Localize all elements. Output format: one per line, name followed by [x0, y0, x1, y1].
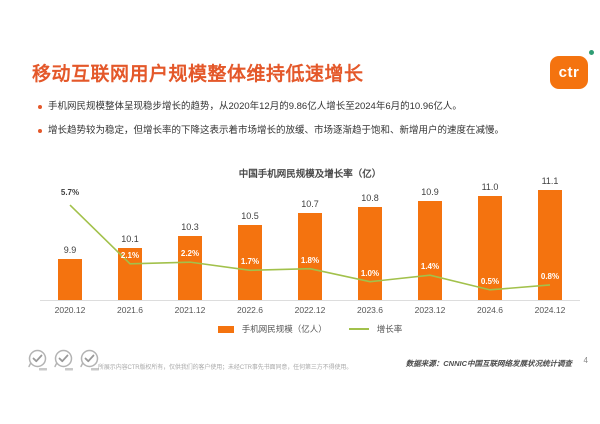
growth-rate-line: [69, 204, 551, 291]
bar-value-label: 9.9: [63, 245, 77, 256]
mobile-netizen-chart: 中国手机网民规模及增长率（亿） 9.9 2020.12 10.1 2021.6 10.3…: [40, 160, 580, 350]
bar-value-label: 11.1: [541, 175, 559, 186]
bar-2020.12: [58, 259, 82, 300]
bullet-dot-icon: [38, 105, 42, 109]
ctr-logo: ctr: [550, 56, 588, 89]
legend-line-swatch-icon: [348, 328, 369, 330]
bullet-dot-icon: [38, 128, 42, 133]
bar-2022.6: [238, 224, 262, 300]
growth-rate-label: 2.1%: [120, 250, 140, 260]
x-axis-label: 2024.12: [534, 305, 566, 315]
bar-value-label: 11.0: [481, 181, 499, 192]
growth-rate-label: 1.4%: [420, 262, 440, 272]
copyright-disclaimer: 所展示内容CTR版权所有，仅供我们的客户使用；未经CTR事先书面同意，任何第三方…: [98, 365, 353, 371]
ctr-logo-dot-icon: [589, 50, 594, 55]
bar-2024.6: [478, 195, 502, 300]
bar-value-label: 10.5: [241, 210, 259, 221]
bar-value-label: 10.7: [301, 199, 319, 209]
x-axis-label: 2020.12: [54, 305, 86, 315]
growth-rate-label: 0.8%: [540, 271, 560, 281]
bar-value-label: 10.8: [361, 193, 379, 204]
bar-value-label: 10.1: [121, 233, 139, 244]
chart-title: 中国手机网民规模及增长率（亿）: [238, 169, 382, 180]
bar-2022.12: [298, 213, 322, 300]
certification-stamp-icon: [79, 349, 101, 378]
legend-line-label: 增长率: [376, 324, 403, 334]
legend-bar-label: 手机网民规模（亿人）: [241, 324, 327, 334]
certification-stamp-icon: [27, 349, 49, 378]
bullet-list: 手机网民规模整体呈现稳步增长的趋势，从2020年12月的9.86亿人增长至202…: [38, 101, 578, 150]
legend-bar-swatch-icon: [217, 325, 234, 333]
growth-rate-label: 0.5%: [480, 276, 500, 286]
x-axis-label: 2021.12: [174, 305, 206, 315]
growth-rate-label: 1.7%: [240, 257, 260, 267]
x-axis-line: [40, 300, 580, 301]
x-axis-label: 2023.12: [414, 305, 446, 315]
bar-value-label: 10.9: [421, 187, 439, 198]
x-axis-label: 2021.6: [117, 305, 143, 315]
growth-rate-label: 5.7%: [60, 188, 80, 198]
bullet-item: 手机网民规模整体呈现稳步增长的趋势，从2020年12月的9.86亿人增长至202…: [38, 101, 578, 113]
ctr-logo-text: ctr: [558, 64, 580, 81]
x-axis-label: 2022.6: [237, 305, 263, 315]
page-title: 移动互联网用户规模整体维持低速增长: [32, 64, 364, 85]
bullet-item: 增长趋势较为稳定，但增长率的下降这表示着市场增长的放缓、市场逐渐趋于饱和、新增用…: [38, 124, 578, 137]
x-axis-label: 2023.6: [357, 305, 383, 315]
growth-rate-label: 1.8%: [300, 255, 320, 265]
certification-stamp-icon: [53, 349, 75, 378]
certification-icons: [27, 349, 101, 378]
chart-legend: 手机网民规模（亿人） 增长率: [40, 323, 580, 335]
bar-2023.12: [418, 201, 442, 300]
bar-value-label: 10.3: [181, 222, 199, 233]
growth-rate-label: 1.0%: [360, 268, 380, 278]
x-axis-label: 2022.12: [294, 305, 326, 315]
growth-rate-label: 2.2%: [180, 249, 200, 259]
chart-plot-area: 9.9 2020.12 10.1 2021.6 10.3 2021.12 10.5 2022.…: [40, 160, 580, 320]
bullet-text: 增长趋势较为稳定，但增长率的下降这表示着市场增长的放缓、市场逐渐趋于饱和、新增用…: [48, 124, 505, 136]
page-number: 4: [583, 356, 588, 365]
bar-2023.6: [358, 207, 382, 300]
data-source: 数据来源：CNNIC中国互联网络发展状况统计调查: [405, 359, 572, 368]
bar-2021.12: [178, 236, 202, 300]
bullet-text: 手机网民规模整体呈现稳步增长的趋势，从2020年12月的9.86亿人增长至202…: [48, 101, 462, 112]
x-axis-label: 2024.6: [477, 305, 503, 315]
bar-2024.12: [538, 189, 562, 300]
